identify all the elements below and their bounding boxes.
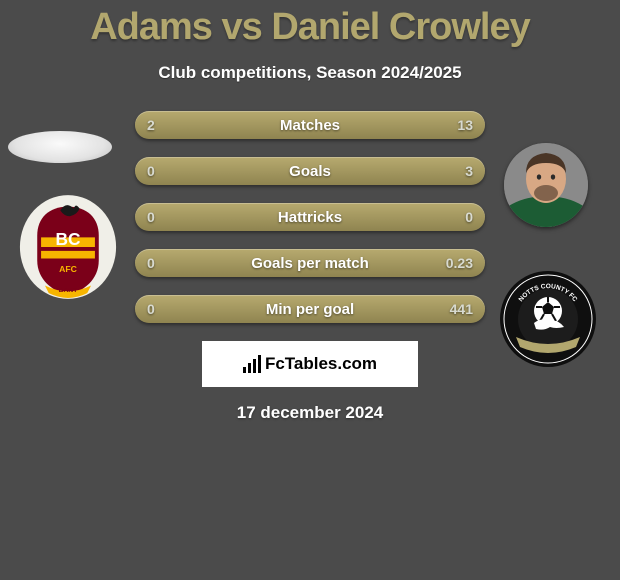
svg-text:BANT: BANT: [59, 287, 79, 294]
stat-left-value: 0: [147, 301, 155, 317]
stat-label: Goals: [289, 163, 331, 180]
stat-row-hattricks: 0 Hattricks 0: [135, 203, 485, 231]
svg-text:BC: BC: [56, 229, 81, 249]
stat-right-value: 0: [465, 209, 473, 225]
subtitle: Club competitions, Season 2024/2025: [0, 63, 620, 83]
date-text: 17 december 2024: [0, 403, 620, 423]
stat-row-goals: 0 Goals 3: [135, 157, 485, 185]
player-right-club-badge: NOTTS COUNTY FC: [498, 269, 598, 369]
brand-text: FcTables.com: [265, 354, 377, 374]
stat-label: Hattricks: [278, 209, 342, 226]
stat-row-goals-per-match: 0 Goals per match 0.23: [135, 249, 485, 277]
stat-right-value: 13: [457, 117, 473, 133]
player-left-avatar: [8, 131, 112, 163]
stat-label: Goals per match: [251, 255, 369, 272]
stat-right-value: 3: [465, 163, 473, 179]
stat-left-value: 0: [147, 209, 155, 225]
notts-county-badge-svg: NOTTS COUNTY FC: [498, 269, 598, 369]
page-title: Adams vs Daniel Crowley: [0, 0, 620, 49]
stat-left-value: 2: [147, 117, 155, 133]
stat-right-value: 0.23: [446, 255, 473, 271]
chart-icon: [243, 355, 261, 373]
stat-left-value: 0: [147, 163, 155, 179]
stat-label: Matches: [280, 117, 340, 134]
player-right-avatar: [504, 143, 588, 227]
brand-box: FcTables.com: [202, 341, 418, 387]
svg-text:AFC: AFC: [59, 264, 77, 274]
bradford-badge-svg: BC AFC BANT: [18, 191, 118, 303]
stat-row-matches: 2 Matches 13: [135, 111, 485, 139]
comparison-content: BC AFC BANT: [0, 111, 620, 423]
stats-bars: 2 Matches 13 0 Goals 3 0 Hattricks 0 0 G…: [135, 111, 485, 323]
stat-label: Min per goal: [266, 301, 354, 318]
player-left-club-badge: BC AFC BANT: [18, 191, 118, 303]
stat-row-min-per-goal: 0 Min per goal 441: [135, 295, 485, 323]
player-right-avatar-svg: [504, 143, 588, 227]
stat-right-value: 441: [450, 301, 473, 317]
stat-left-value: 0: [147, 255, 155, 271]
